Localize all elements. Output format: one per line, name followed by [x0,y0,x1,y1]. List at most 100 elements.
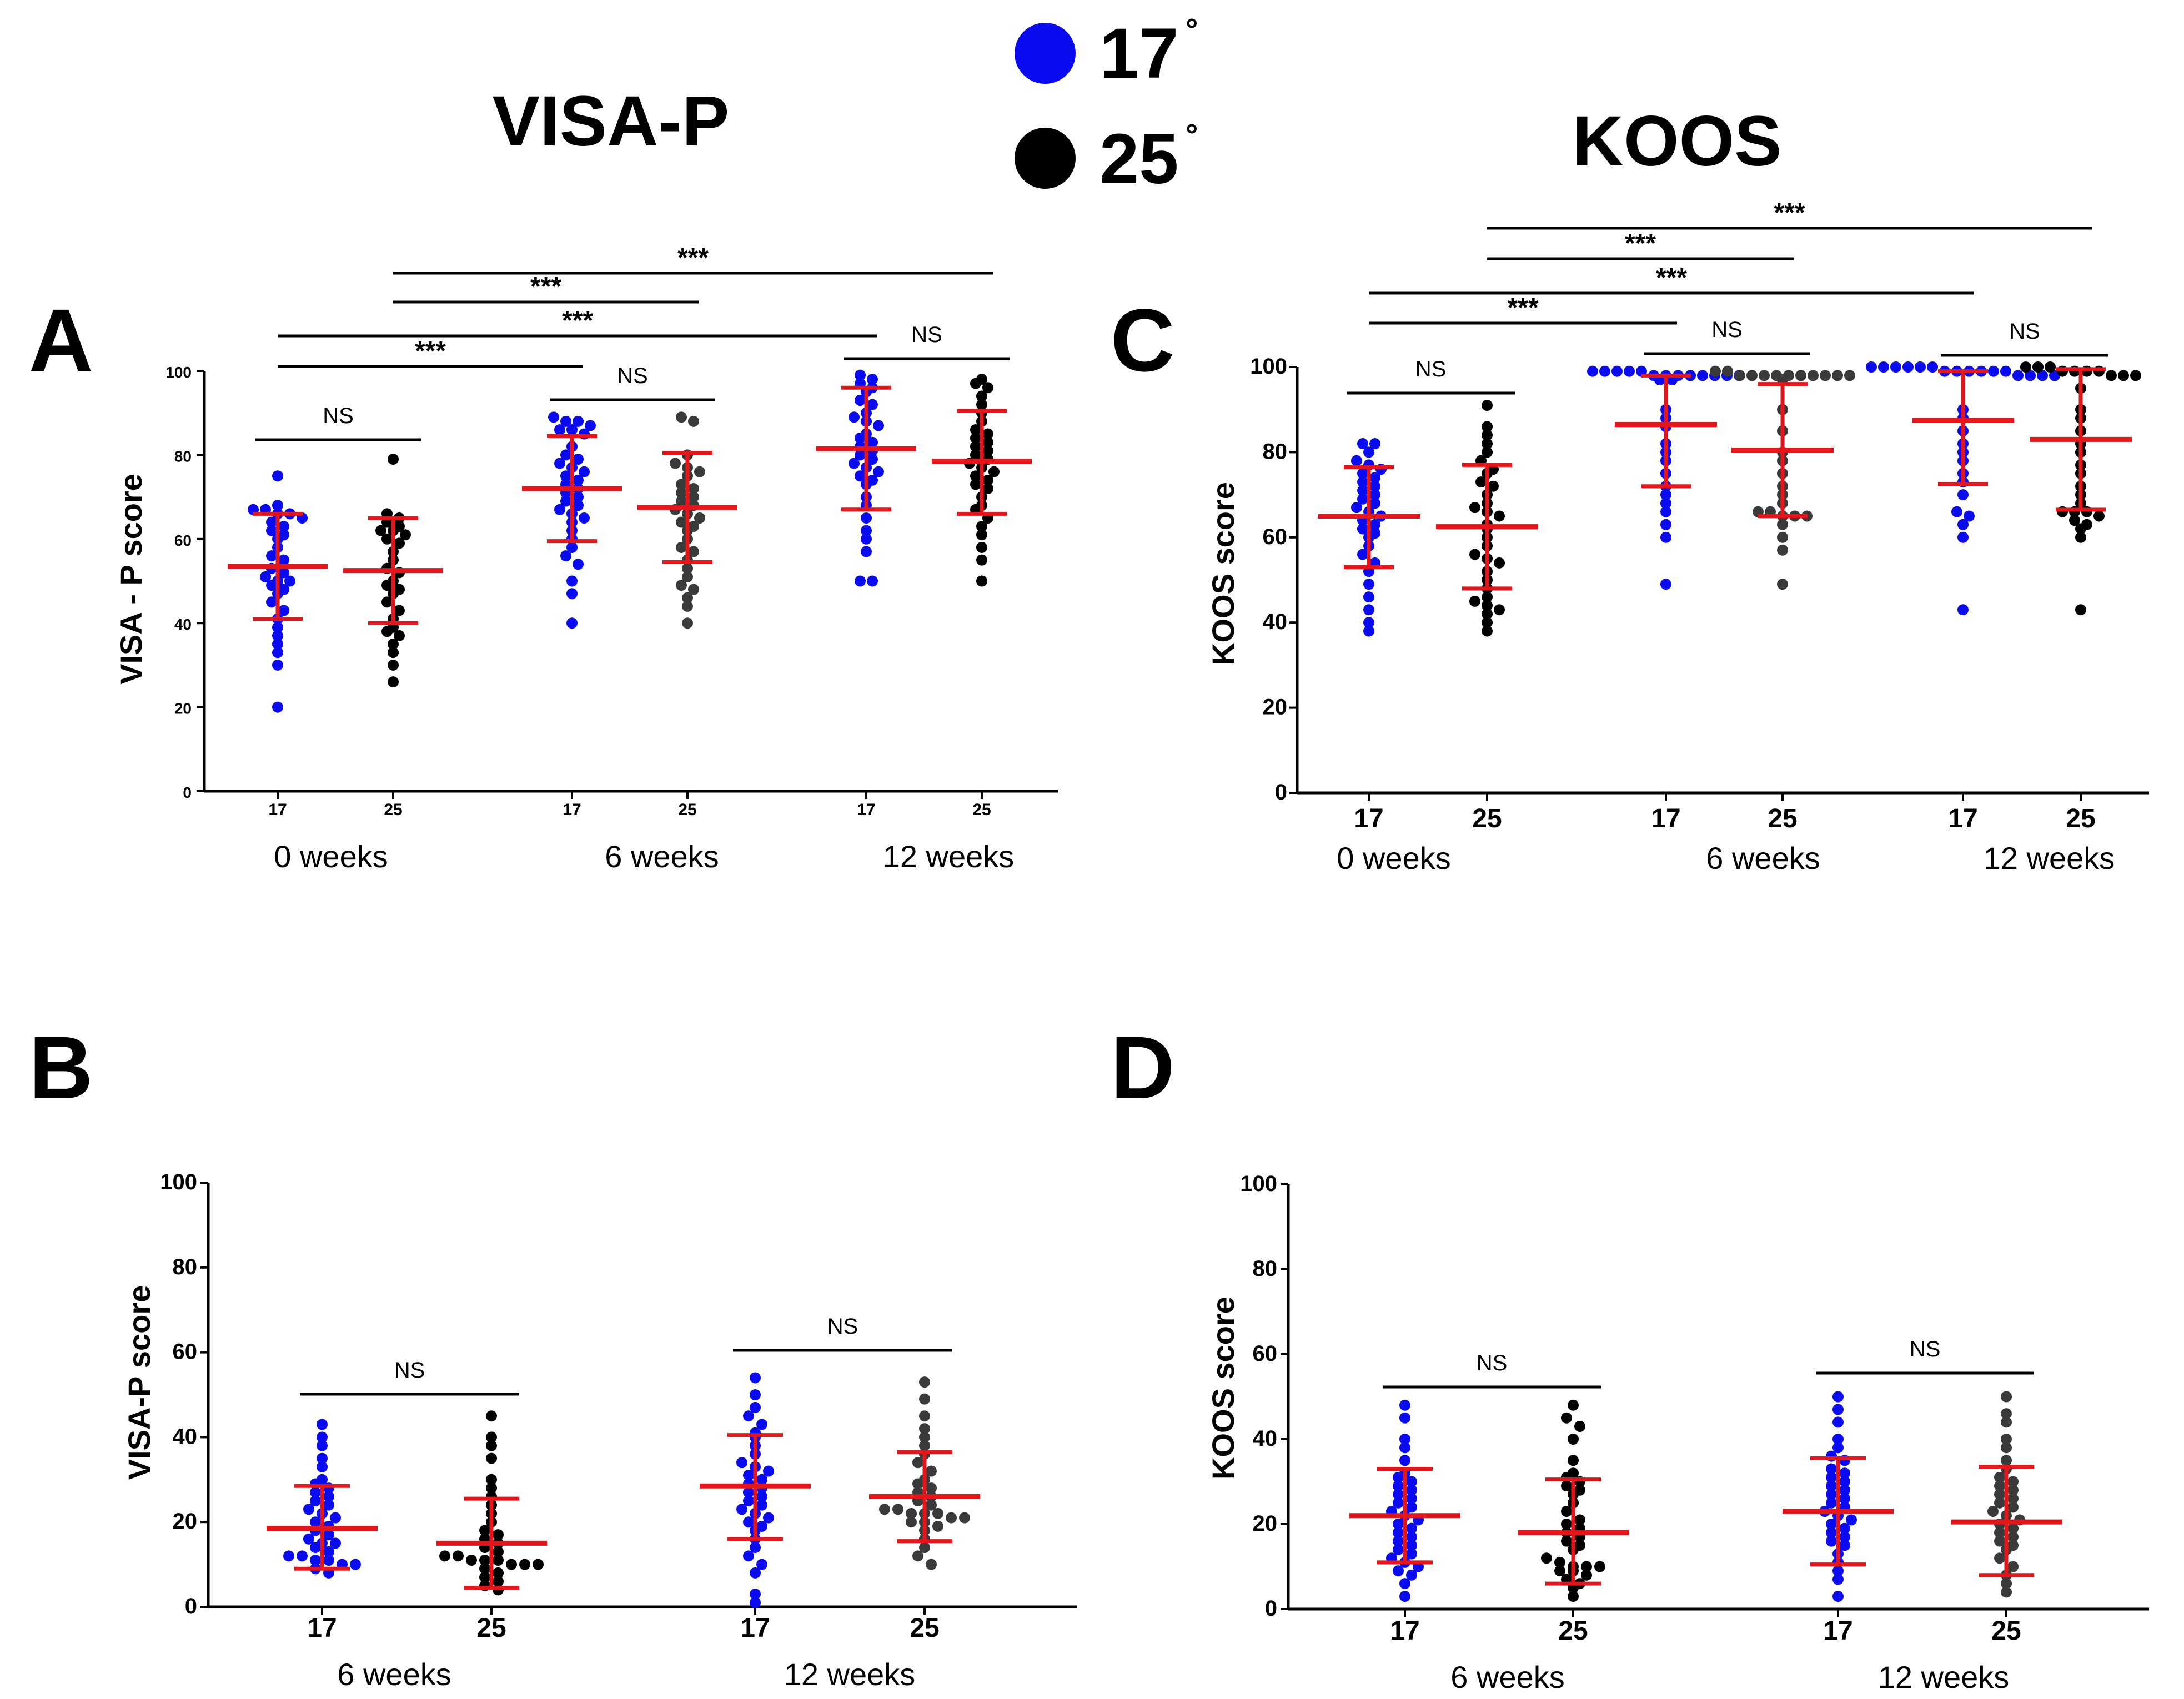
panel-d-ytick-60: 60 [1253,1341,1278,1366]
panel-d-xtick-6-25: 25 [1558,1616,1588,1646]
panel-b-point-12-weeks-17-20 [736,1504,747,1515]
panel-b-point-12-weeks-17-27 [750,1542,761,1554]
panel-a-point-6-weeks-25-23 [682,562,693,574]
panel-c-point-6-weeks-25-29 [1777,579,1788,590]
panel-a-point-12-weeks-17-5 [855,394,866,406]
panel-c-group-0-weeks: 0 weeks [1337,841,1450,876]
panel-a-point-12-weeks-25-2 [982,382,993,394]
panel-c-point-12-weeks-25-7 [2106,370,2117,381]
panel-a-point-6-weeks-17-21 [554,504,565,515]
panel-d-point-12-weeks-25-8 [2007,1476,2019,1487]
panel-a-point-0-weeks-17-17 [260,571,271,582]
panel-a-point-12-weeks-25-27 [976,529,987,541]
panel-d-point-12-weeks-17-30 [1832,1591,1844,1602]
panel-b-point-6-weeks-25-2 [486,1440,497,1451]
panel-letter-b: B [29,1018,93,1117]
panel-b-point-6-weeks-25-3 [486,1452,497,1464]
panel-c-point-6-weeks-17-3 [1624,365,1635,377]
panel-letter-c: C [1111,290,1175,390]
panel-d-point-12-weeks-25-2 [2001,1416,2012,1428]
panel-b-point-12-weeks-17-17 [756,1491,767,1502]
panel-c-point-12-weeks-17-26 [1964,510,1975,522]
panel-c-point-0-weeks-17-8 [1357,476,1368,488]
panel-c-point-0-weeks-17-18 [1369,519,1380,530]
panel-a-point-0-weeks-17-23 [266,596,277,608]
panel-d-point-6-weeks-17-22 [1406,1540,1417,1551]
panel-a-point-12-weeks-25-8 [982,428,993,440]
panel-d-groups: 6 weeks 12 weeks [1450,1660,2009,1695]
panel-a-point-12-weeks-17-8 [849,411,860,423]
panel-a-point-12-weeks-25-10 [982,436,993,448]
panel-a-point-0-weeks-25-26 [388,659,399,671]
panel-a-point-6-weeks-17-23 [579,512,590,524]
panel-d-point-6-weeks-17-2 [1399,1434,1410,1445]
panel-b-point-6-weeks-17-21 [330,1537,341,1549]
panel-b-point-12-weeks-17-18 [743,1495,754,1506]
panel-b-point-12-weeks-25-30 [926,1559,937,1570]
panel-b-point-12-weeks-17-23 [743,1516,754,1528]
panel-c-comp-25-0-6: *** [1625,229,1656,258]
panel-d-point-12-weeks-17-8 [1839,1467,1850,1479]
panel-a-point-6-weeks-25-26 [688,584,699,595]
panel-a-point-0-weeks-17-9 [266,525,277,536]
panel-a-point-0-weeks-25-0 [388,453,399,465]
panel-a-point-0-weeks-25-7 [400,529,411,541]
panel-a-xtick-0-17: 17 [268,801,287,819]
panel-d-point-12-weeks-17-4 [1832,1442,1844,1454]
panel-a-point-6-weeks-25-8 [688,482,699,494]
panel-d-point-12-weeks-17-11 [1826,1480,1837,1492]
panel-c-point-0-weeks-17-19 [1357,523,1368,535]
panel-c-point-0-weeks-25-19 [1469,549,1480,560]
panel-a-xlabels: 17 25 17 25 17 25 [268,801,991,819]
panel-d-xtick-12-25: 25 [1991,1616,2021,1646]
panel-c-group-6-weeks: 6 weeks [1706,841,1820,876]
panel-d-point-6-weeks-17-21 [1393,1535,1404,1547]
panel-a-point-0-weeks-25-23 [394,630,405,641]
legend-marker-25 [1015,128,1076,189]
panel-b-point-12-weeks-17-4 [756,1419,767,1430]
panel-c-point-12-weeks-25-29 [2075,604,2086,616]
panel-a-point-0-weeks-25-8 [381,533,393,545]
panel-b-point-6-weeks-17-29 [350,1559,361,1570]
panel-d-point-12-weeks-17-0 [1832,1391,1844,1403]
panel-b-comp-ns-6: NS [394,1358,425,1383]
panel-b-point-12-weeks-17-9 [736,1457,747,1469]
panel-d-point-12-weeks-25-21 [2007,1531,2019,1542]
panel-d-point-6-weeks-17-28 [1393,1565,1404,1577]
panel-c-ytick-100: 100 [1250,354,1287,379]
panel-c-comp-ns-6: NS [1711,318,1743,342]
panel-b-point-12-weeks-17-30 [750,1567,761,1579]
panel-a-point-12-weeks-17-16 [855,449,866,461]
panel-c-point-12-weeks-17-5 [1927,361,1938,373]
panel-b-point-12-weeks-17-16 [743,1486,754,1498]
panel-a-ytick-80: 80 [174,448,192,465]
panel-d-point-12-weeks-17-21 [1839,1522,1850,1534]
panel-c-point-12-weeks-17-13 [2025,370,2036,381]
panel-c-xtick-6-25: 25 [1768,804,1797,833]
panel-d-point-12-weeks-17-22 [1826,1527,1837,1539]
panel-c-point-12-weeks-17-29 [1957,604,1969,616]
panel-d-ylabel: KOOS score [1206,1296,1241,1480]
panel-b-point-6-weeks-17-24 [283,1550,294,1562]
panel-a-point-6-weeks-17-19 [560,495,571,507]
legend-marker-17 [1015,23,1076,84]
panel-d-point-6-weeks-25-3 [1568,1434,1579,1445]
panel-c-groups: 0 weeks 6 weeks 12 weeks [1337,841,2115,876]
panel-b-comp-ns-12: NS [827,1314,858,1339]
panel-d-point-6-weeks-17-20 [1406,1531,1417,1542]
panel-c-point-6-weeks-25-27 [1777,531,1788,543]
panel-c-point-0-weeks-17-6 [1357,468,1368,479]
panel-c-point-6-weeks-17-2 [1611,365,1623,377]
panel-d-point-6-weeks-25-26 [1554,1565,1565,1577]
panel-c-point-6-weeks-25-10 [1832,370,1843,381]
panel-c-point-0-weeks-25-3 [1482,438,1493,450]
panel-b-point-6-weeks-25-21 [506,1559,517,1570]
panel-a-point-0-weeks-17-28 [272,639,283,650]
panel-c-point-12-weeks-17-3 [1902,361,1914,373]
panel-a-point-0-weeks-17-16 [278,567,289,579]
panel-b-ytick-40: 40 [173,1424,198,1449]
panel-b-point-12-weeks-25-2 [919,1410,930,1422]
panel-d-point-12-weeks-25-22 [1994,1535,2005,1547]
legend-label-25: 25 [1099,119,1178,199]
